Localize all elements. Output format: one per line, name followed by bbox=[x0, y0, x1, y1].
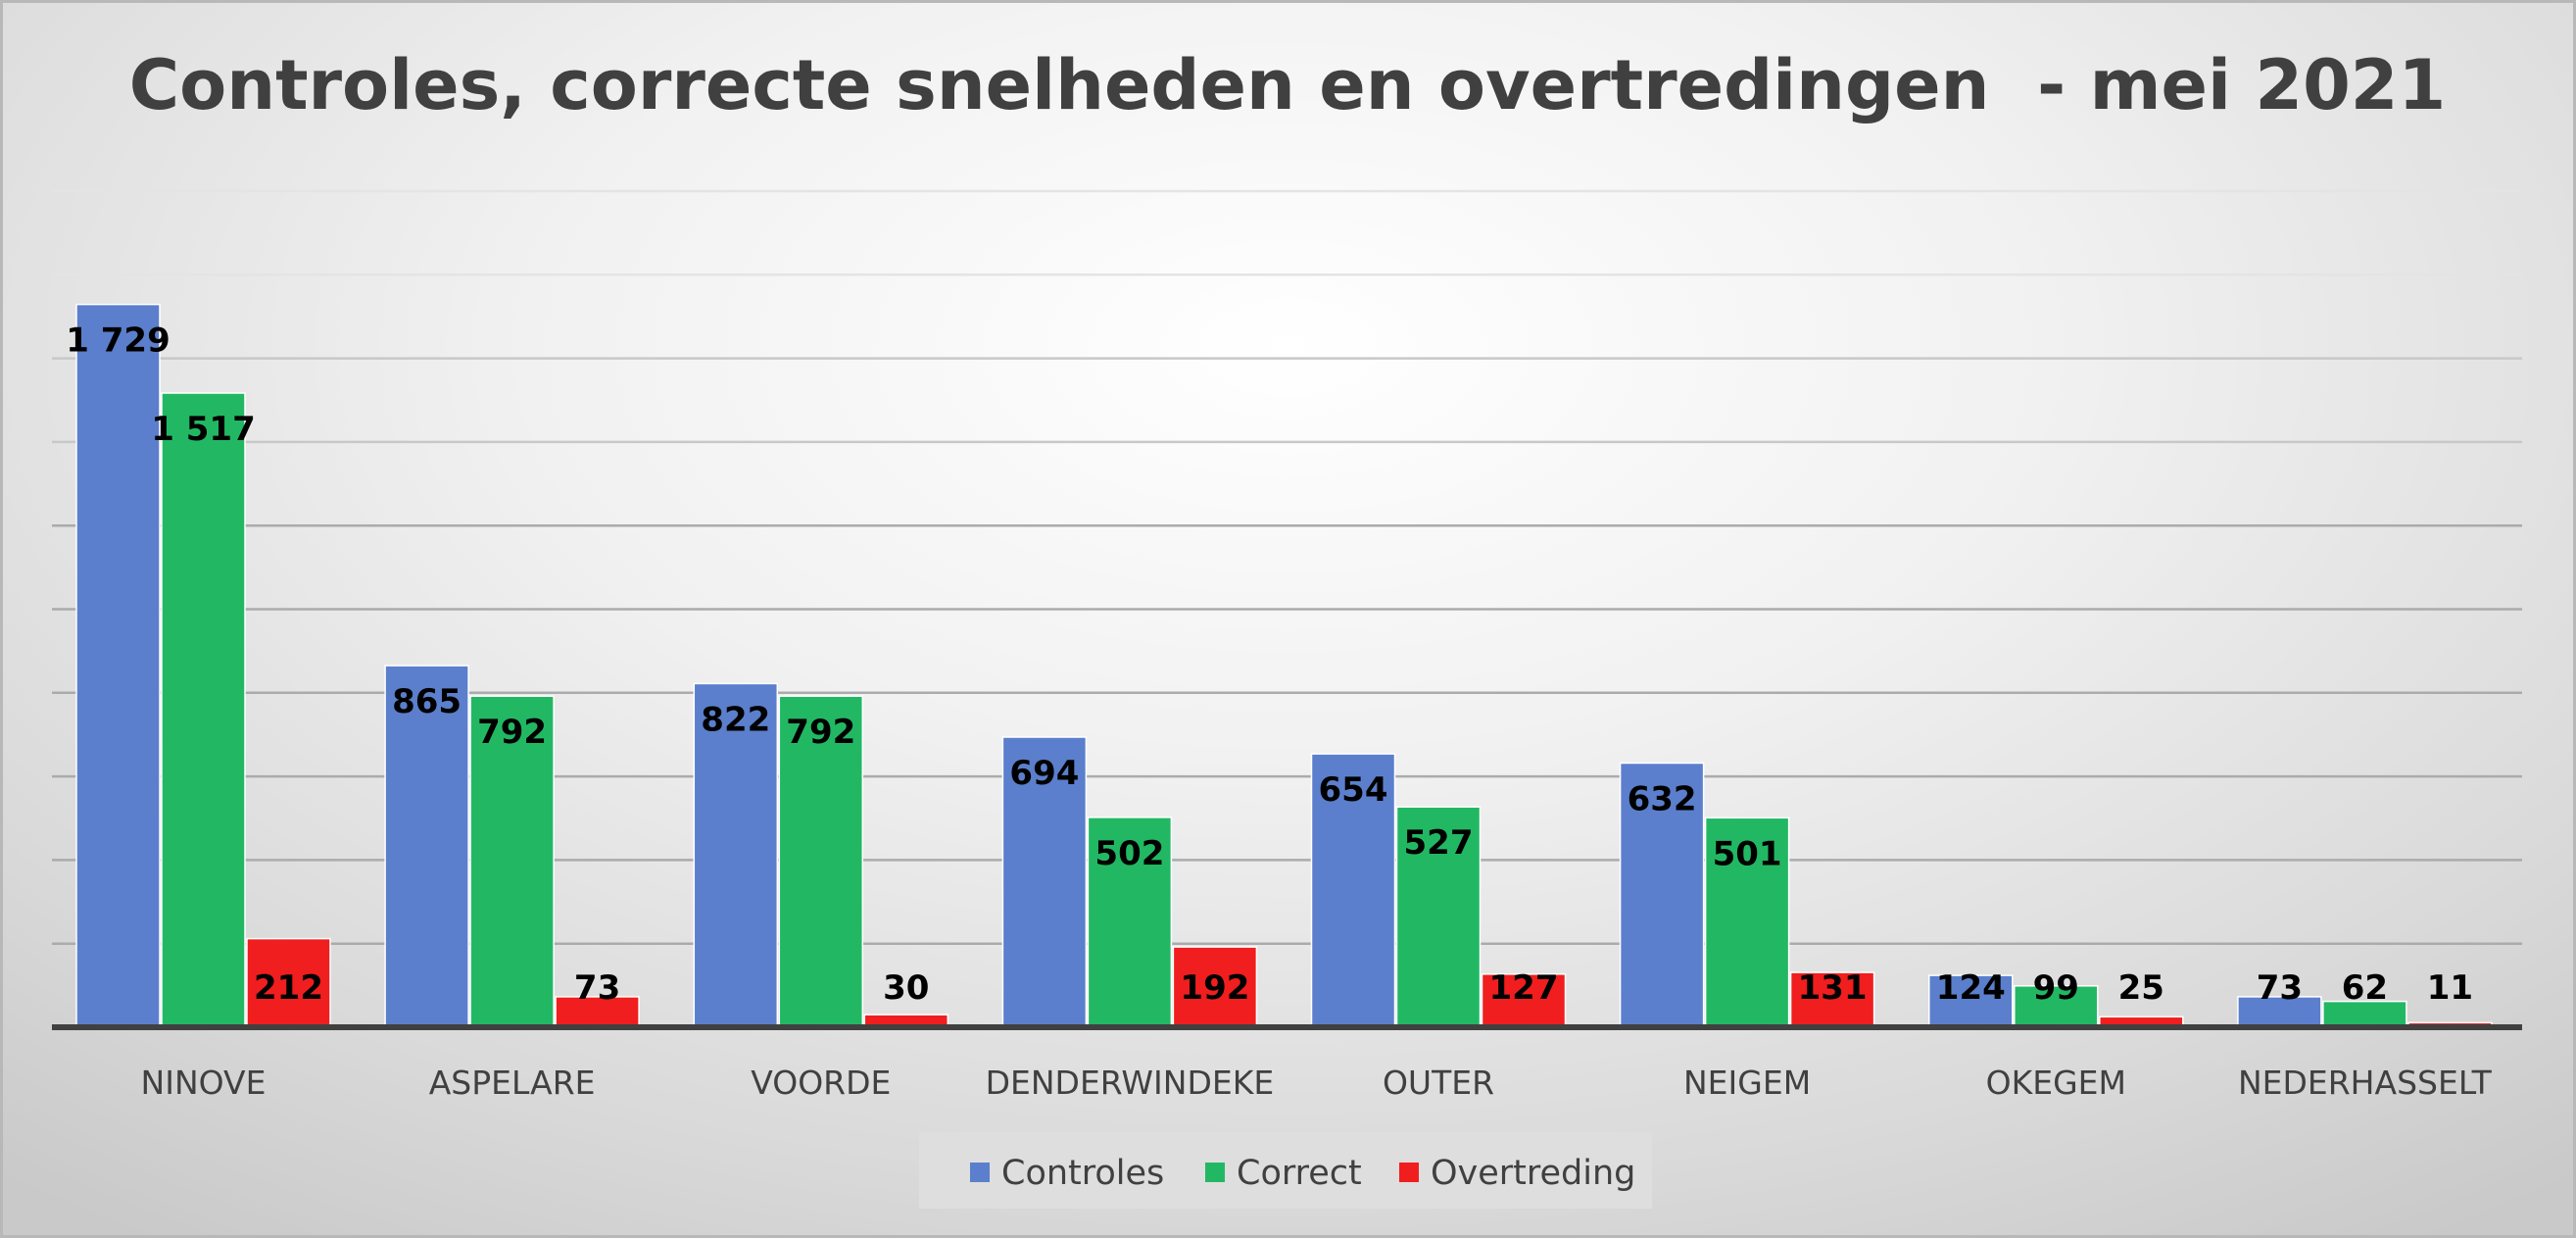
data-label-overtreding-ninove: 212 bbox=[254, 968, 323, 1008]
legend-label-controles: Controles bbox=[1001, 1154, 1164, 1193]
data-label-overtreding-voorde: 30 bbox=[883, 968, 929, 1008]
bars bbox=[75, 303, 2493, 1028]
data-label-overtreding-okegem: 25 bbox=[2118, 968, 2164, 1008]
legend-label-overtreding: Overtreding bbox=[1431, 1154, 1635, 1193]
bar-correct-outer bbox=[1395, 806, 1482, 1028]
bar-controles-voorde bbox=[693, 682, 779, 1028]
category-label-voorde: VOORDE bbox=[751, 1064, 891, 1102]
bar-controles-okegem bbox=[1928, 974, 2014, 1028]
data-label-controles-denderwindeke: 694 bbox=[1009, 754, 1079, 793]
data-label-overtreding-outer: 127 bbox=[1489, 968, 1559, 1008]
chart-title: Controles, correcte snelheden en overtre… bbox=[129, 45, 2446, 125]
bar-correct-denderwindeke bbox=[1087, 817, 1173, 1028]
bar-correct-okegem bbox=[2014, 985, 2099, 1028]
bar-overtreding-aspelare bbox=[555, 996, 640, 1028]
data-label-correct-neigem: 501 bbox=[1713, 834, 1782, 873]
data-label-controles-ninove: 1 729 bbox=[66, 322, 170, 361]
bar-controles-outer bbox=[1310, 753, 1396, 1028]
legend-swatch-correct bbox=[1205, 1163, 1225, 1182]
data-label-controles-okegem: 124 bbox=[1936, 968, 2006, 1008]
data-label-overtreding-nederhasselt: 11 bbox=[2427, 968, 2473, 1008]
bar-controles-nederhasselt bbox=[2237, 996, 2322, 1028]
bar-controles-aspelare bbox=[384, 665, 469, 1028]
bar-overtreding-ninove bbox=[246, 937, 331, 1028]
bar-controles-neigem bbox=[1619, 762, 1705, 1028]
category-label-denderwindeke: DENDERWINDEKE bbox=[986, 1064, 1275, 1102]
data-label-controles-nederhasselt: 73 bbox=[2257, 968, 2303, 1008]
category-labels: NINOVE ASPELARE VOORDE DENDERWINDEKE OUTER NE… bbox=[141, 1064, 2493, 1102]
data-label-correct-nederhasselt: 62 bbox=[2342, 968, 2388, 1008]
bar-correct-neigem bbox=[1704, 817, 1790, 1028]
data-label-overtreding-neigem: 131 bbox=[1798, 968, 1868, 1008]
data-label-controles-neigem: 632 bbox=[1628, 780, 1697, 819]
data-label-correct-voorde: 792 bbox=[786, 713, 855, 752]
category-label-outer: OUTER bbox=[1383, 1064, 1494, 1102]
data-label-correct-denderwindeke: 502 bbox=[1094, 834, 1164, 873]
data-label-correct-outer: 527 bbox=[1404, 823, 1474, 863]
data-label-controles-outer: 654 bbox=[1319, 770, 1388, 810]
category-label-nederhasselt: NEDERHASSELT bbox=[2238, 1064, 2493, 1102]
bar-overtreding-neigem bbox=[1789, 971, 1875, 1028]
legend-box bbox=[919, 1132, 1652, 1209]
data-label-correct-ninove: 1 517 bbox=[151, 410, 255, 449]
bar-controles-denderwindeke bbox=[1001, 736, 1088, 1028]
data-label-controles-aspelare: 865 bbox=[392, 682, 462, 721]
data-labels: 1 729 1 517 212 865 792 73 822 792 30 694 502 192 65… bbox=[66, 322, 2473, 1008]
category-label-okegem: OKEGEM bbox=[1986, 1064, 2126, 1102]
legend: Controles Correct Overtreding bbox=[919, 1132, 1652, 1209]
data-label-overtreding-denderwindeke: 192 bbox=[1180, 968, 1249, 1008]
legend-swatch-overtreding bbox=[1399, 1163, 1419, 1182]
bar-correct-nederhasselt bbox=[2322, 1000, 2407, 1028]
data-label-controles-voorde: 822 bbox=[701, 700, 770, 739]
bar-correct-voorde bbox=[778, 695, 864, 1028]
legend-label-correct: Correct bbox=[1237, 1154, 1362, 1193]
bar-overtreding-denderwindeke bbox=[1172, 946, 1258, 1028]
data-label-correct-okegem: 99 bbox=[2033, 968, 2079, 1008]
legend-swatch-controles bbox=[970, 1163, 990, 1182]
data-label-correct-aspelare: 792 bbox=[477, 713, 547, 752]
data-label-overtreding-aspelare: 73 bbox=[574, 968, 620, 1008]
category-label-ninove: NINOVE bbox=[141, 1064, 267, 1102]
category-label-aspelare: ASPELARE bbox=[429, 1064, 596, 1102]
bar-correct-ninove bbox=[161, 392, 246, 1028]
chart-svg: Controles, correcte snelheden en overtre… bbox=[52, 45, 2522, 1209]
category-label-neigem: NEIGEM bbox=[1683, 1064, 1811, 1102]
bar-controles-ninove bbox=[75, 303, 161, 1028]
